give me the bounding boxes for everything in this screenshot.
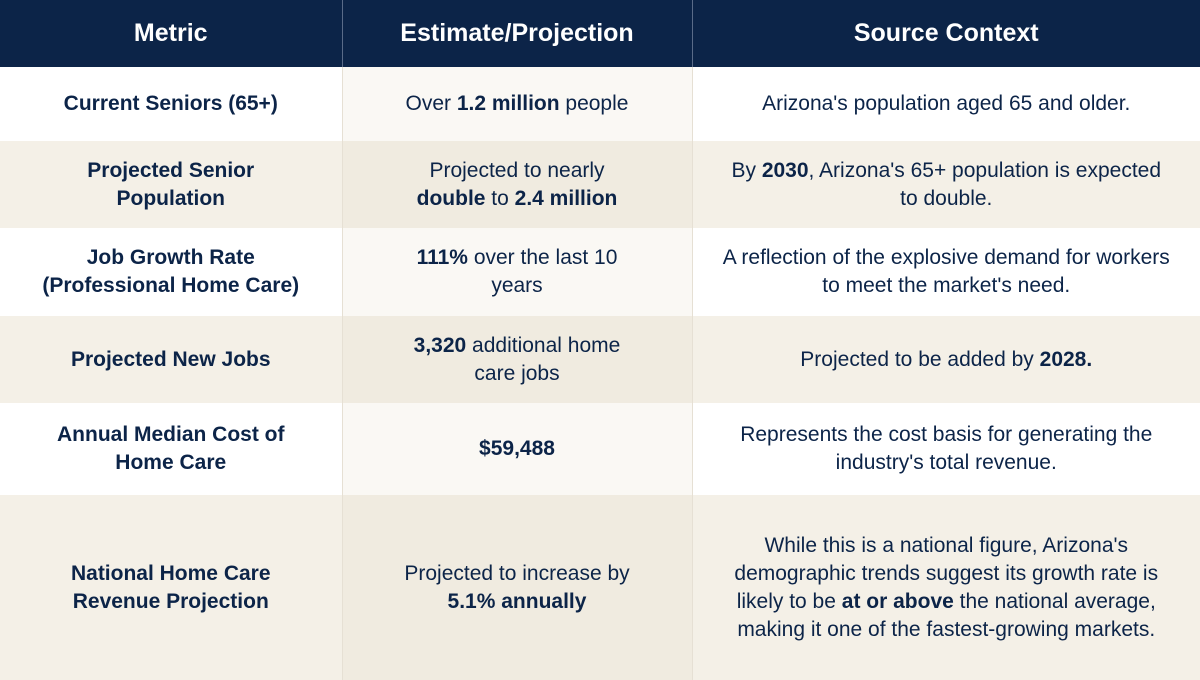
table-cell: Projected Senior Population xyxy=(0,141,342,228)
bold-text: double xyxy=(416,186,486,210)
table-row: Current Seniors (65+) Over 1.2 million pe… xyxy=(0,67,1200,141)
bold-text: $59,488 xyxy=(479,437,555,460)
table-cell: Job Growth Rate (Professional Home Care) xyxy=(0,228,342,316)
bold-text: 2028. xyxy=(1039,347,1093,371)
bold-text: 2.4 million xyxy=(514,186,618,210)
table-cell: A reflection of the explosive demand for… xyxy=(692,228,1200,316)
text: over the last 10 years xyxy=(467,246,624,297)
table-cell: 111% over the last 10 years xyxy=(341,228,693,316)
text: additional home care jobs xyxy=(466,333,627,385)
bold-text: Annual Median Cost of Home Care xyxy=(57,423,291,474)
table-cell: While this is a national figure, Arizona… xyxy=(692,495,1200,680)
bold-text: at or above xyxy=(841,589,954,613)
header-cell: Metric xyxy=(0,0,342,67)
table-cell: Annual Median Cost of Home Care xyxy=(0,403,342,495)
bold-text: National Home Care Revenue Projection xyxy=(70,561,277,613)
table-cell: Over 1.2 million people xyxy=(341,67,693,141)
table-row: Projected New Jobs 3,320 additional home … xyxy=(0,316,1200,403)
table-row: Job Growth Rate (Professional Home Care)… xyxy=(0,228,1200,316)
table-body: Current Seniors (65+) Over 1.2 million pe… xyxy=(0,67,1200,680)
table-cell: Current Seniors (65+) xyxy=(0,67,342,141)
table-cell: Projected to nearly double to 2.4 millio… xyxy=(341,141,693,228)
text: the national average, making it one of t… xyxy=(737,589,1162,641)
table-row: Annual Median Cost of Home Care $59,488 Re… xyxy=(0,403,1200,495)
text: Projected to be added by xyxy=(800,347,1040,371)
text: to xyxy=(485,186,515,210)
text: , Arizona's 65+ population is expected t… xyxy=(808,158,1167,210)
text: By xyxy=(731,158,762,182)
bold-text: Projected New Jobs xyxy=(70,347,271,371)
table-cell: Projected to increase by 5.1% annually xyxy=(341,495,693,680)
bold-text: Current Seniors (65+) xyxy=(63,92,278,115)
text: A reflection of the explosive demand for… xyxy=(722,246,1176,297)
table-row: National Home Care Revenue Projection Pro… xyxy=(0,495,1200,680)
table-cell: National Home Care Revenue Projection xyxy=(0,495,342,680)
table-cell: Projected New Jobs xyxy=(0,316,342,403)
text: Projected to nearly xyxy=(429,158,611,182)
table-cell: $59,488 xyxy=(341,403,693,495)
bold-text: 111% xyxy=(416,246,468,269)
header-row: Metric Estimate/Projection Source Context xyxy=(0,0,1200,67)
bold-text: 5.1% annually xyxy=(447,589,587,613)
text: Represents the cost basis for generating… xyxy=(740,423,1159,474)
bold-text: Job Growth Rate (Professional Home Care) xyxy=(42,246,300,297)
table-row: Projected Senior Population Projected to … xyxy=(0,141,1200,228)
text: While this is a national figure, Arizona… xyxy=(734,533,1164,613)
table-header: Metric Estimate/Projection Source Context xyxy=(0,0,1200,67)
table-cell: 3,320 additional home care jobs xyxy=(341,316,693,403)
header-cell: Estimate/Projection xyxy=(341,0,692,67)
header-cell: Source Context xyxy=(691,0,1200,67)
table-cell: Represents the cost basis for generating… xyxy=(692,403,1200,495)
text: Projected to increase by xyxy=(404,561,636,585)
text: Arizona's population aged 65 and older. xyxy=(762,92,1131,115)
table-cell: By 2030, Arizona's 65+ population is exp… xyxy=(692,141,1200,228)
bold-text: Projected Senior Population xyxy=(87,158,261,210)
text: people xyxy=(559,92,629,115)
bold-text: 3,320 xyxy=(413,333,467,357)
text: Over xyxy=(405,92,457,115)
bold-text: 1.2 million xyxy=(456,92,560,115)
table-cell: Projected to be added by 2028. xyxy=(692,316,1200,403)
table-cell: Arizona's population aged 65 and older. xyxy=(692,67,1200,141)
bold-text: 2030 xyxy=(761,158,809,182)
